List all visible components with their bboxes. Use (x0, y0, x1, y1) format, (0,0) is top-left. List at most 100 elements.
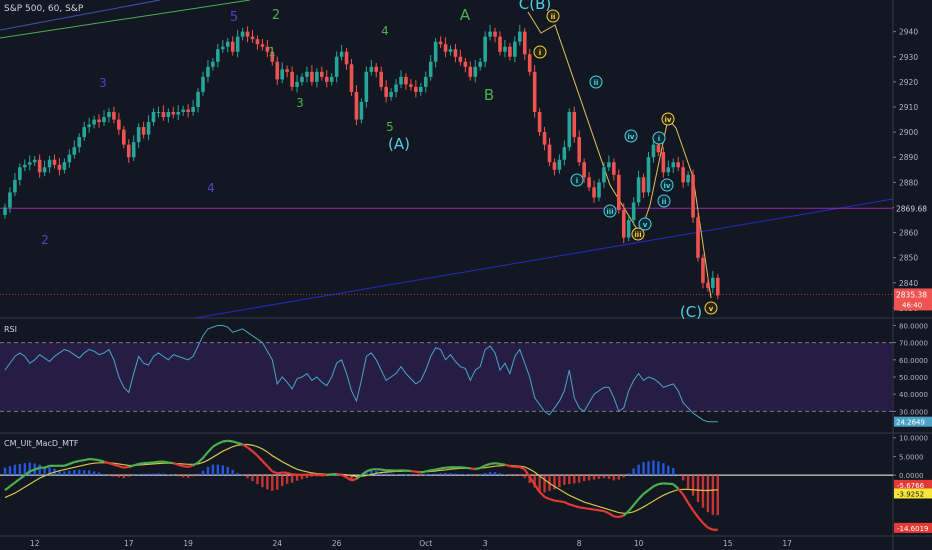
candle-body[interactable] (567, 112, 572, 148)
candle-body[interactable] (384, 86, 388, 97)
candle-body[interactable] (156, 112, 161, 114)
candle-body[interactable] (196, 91, 200, 107)
candle-body[interactable] (587, 177, 591, 188)
candle-body[interactable] (379, 71, 383, 87)
candle-body[interactable] (329, 76, 334, 82)
candle-body[interactable] (300, 76, 304, 82)
candle-body[interactable] (230, 41, 235, 52)
candle-body[interactable] (260, 44, 265, 47)
candle-body[interactable] (23, 164, 27, 168)
candle-body[interactable] (334, 56, 339, 77)
candle-body[interactable] (131, 142, 136, 158)
candle-body[interactable] (607, 162, 611, 168)
candle-body[interactable] (221, 46, 225, 50)
candle-body[interactable] (651, 144, 656, 158)
candle-body[interactable] (532, 71, 537, 113)
candle-body[interactable] (542, 132, 547, 145)
candle-body[interactable] (522, 31, 527, 55)
candle-body[interactable] (32, 159, 37, 163)
candle-body[interactable] (122, 129, 126, 145)
price-axis[interactable]: 2940293029202910290028902880287028602850… (893, 28, 932, 313)
candle-body[interactable] (374, 66, 379, 72)
candle-body[interactable] (112, 112, 116, 120)
candle-body[interactable] (359, 101, 364, 120)
candle-body[interactable] (13, 179, 17, 193)
candle-body[interactable] (8, 192, 12, 208)
candle-body[interactable] (468, 66, 473, 77)
candle-body[interactable] (597, 182, 601, 198)
candle-body[interactable] (602, 167, 606, 183)
candle-body[interactable] (216, 49, 220, 62)
candle-body[interactable] (191, 106, 195, 113)
candle-body[interactable] (473, 66, 478, 77)
candle-body[interactable] (245, 31, 250, 37)
candle-body[interactable] (349, 64, 354, 92)
candle-body[interactable] (631, 202, 636, 221)
candle-body[interactable] (577, 137, 581, 163)
candle-body[interactable] (166, 112, 171, 118)
candle-body[interactable] (488, 31, 492, 37)
candle-body[interactable] (206, 66, 210, 77)
candle-body[interactable] (295, 81, 299, 87)
candle-body[interactable] (716, 277, 720, 296)
candle-body[interactable] (419, 86, 423, 92)
candle-body[interactable] (250, 36, 255, 40)
candle-body[interactable] (453, 49, 458, 57)
candle-body[interactable] (621, 209, 626, 238)
candle-body[interactable] (52, 159, 57, 165)
candle-body[interactable] (136, 127, 141, 143)
candle-body[interactable] (706, 282, 710, 288)
candle-body[interactable] (483, 36, 487, 62)
candle-body[interactable] (339, 51, 344, 57)
candle-body[interactable] (151, 112, 156, 123)
candle-body[interactable] (255, 39, 260, 45)
candle-body[interactable] (320, 71, 324, 77)
time-axis[interactable]: 12 17 19 24 26 Oct 3 8 10 15 17 (30, 539, 792, 548)
candle-body[interactable] (641, 177, 646, 193)
candle-body[interactable] (285, 69, 289, 72)
candle-body[interactable] (681, 167, 685, 183)
candle-body[interactable] (107, 112, 111, 118)
candle-body[interactable] (225, 41, 230, 47)
candle-body[interactable] (161, 112, 166, 118)
candle-body[interactable] (438, 41, 443, 45)
candle-body[interactable] (399, 76, 403, 85)
candle-body[interactable] (463, 61, 468, 67)
candle-body[interactable] (557, 159, 562, 170)
candle-body[interactable] (691, 174, 695, 218)
candle-body[interactable] (503, 46, 507, 52)
candle-body[interactable] (552, 162, 557, 170)
candle-body[interactable] (72, 147, 77, 155)
candle-body[interactable] (572, 112, 577, 138)
candle-body[interactable] (448, 49, 453, 52)
rsi-panel[interactable]: RSI 80.0000 70.0000 60.0000 50.0000 40.0000 30… (0, 322, 932, 427)
candle-body[interactable] (394, 84, 398, 92)
candle-body[interactable] (364, 71, 369, 102)
candle-body[interactable] (275, 61, 280, 80)
candle-body[interactable] (414, 86, 418, 92)
candle-body[interactable] (186, 109, 190, 113)
candle-body[interactable] (423, 76, 428, 87)
candle-body[interactable] (57, 164, 62, 170)
candle-body[interactable] (18, 167, 22, 180)
candle-body[interactable] (235, 36, 240, 52)
candle-body[interactable] (97, 119, 101, 123)
candle-body[interactable] (270, 51, 275, 62)
macd-panel[interactable]: CM_Ult_MacD_MTF 10.0000 5.0000 0.0000 -5.676… (0, 435, 932, 533)
candle-body[interactable] (527, 54, 532, 72)
candle-body[interactable] (646, 157, 651, 193)
candle-body[interactable] (280, 69, 284, 80)
candle-body[interactable] (77, 137, 82, 148)
candle-body[interactable] (310, 71, 314, 82)
candle-body[interactable] (508, 46, 512, 57)
candle-body[interactable] (696, 217, 700, 258)
candle-body[interactable] (518, 31, 522, 42)
candle-body[interactable] (409, 84, 413, 87)
candle-body[interactable] (428, 61, 433, 77)
candle-body[interactable] (671, 162, 676, 168)
candle-body[interactable] (171, 112, 176, 115)
candle-body[interactable] (305, 71, 309, 77)
candle-body[interactable] (711, 277, 715, 288)
candle-body[interactable] (617, 174, 621, 210)
